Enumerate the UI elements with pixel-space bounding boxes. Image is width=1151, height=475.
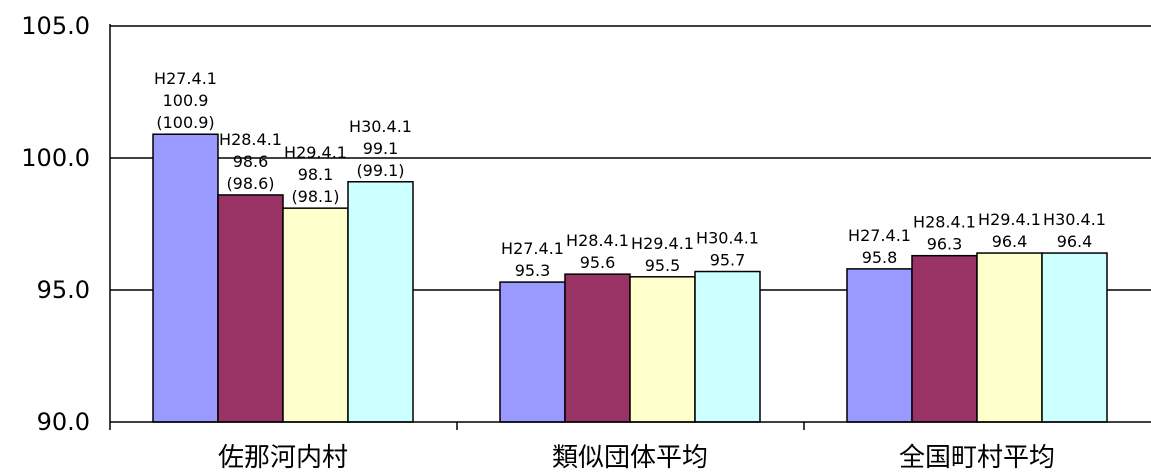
data-label-value: 95.5 [645,256,681,275]
data-label-date: H28.4.1 [566,231,629,250]
data-label-value: 95.7 [710,251,746,270]
data-label-date: H30.4.1 [1043,210,1106,229]
category-label: 類似団体平均 [552,443,708,473]
category-label: 佐那河内村 [218,443,348,473]
data-label-date: H27.4.1 [154,69,217,88]
data-label-value: 96.3 [927,235,963,254]
data-labels: H27.4.1 100.9 (100.9) H28.4.1 98.6 (98.6) H29.… [154,69,1106,280]
data-label-value: 98.6 [233,152,269,171]
bar [152,133,219,423]
data-label-paren: (100.9) [156,113,214,132]
data-label-paren: (98.1) [291,187,339,206]
data-label-value: 98.1 [298,165,334,184]
data-label-date: H28.4.1 [913,213,976,232]
data-label-date: H29.4.1 [284,143,347,162]
data-label-value: 95.6 [580,253,616,272]
bar [846,268,913,423]
data-label-date: H30.4.1 [349,117,412,136]
category-labels: 佐那河内村 類似団体平均 全国町村平均 [218,443,1055,473]
y-tick-label: 105.0 [21,12,90,40]
data-label-value: 95.3 [515,261,551,280]
bar [911,254,978,423]
bar [564,273,631,423]
category-label: 全国町村平均 [899,443,1055,473]
bar [629,276,696,423]
data-label-date: H29.4.1 [631,234,694,253]
bar [976,252,1043,423]
data-label-paren: (98.6) [226,174,274,193]
data-label-value: 99.1 [363,139,399,158]
y-tick-label: 100.0 [21,144,90,172]
data-label-date: H30.4.1 [696,229,759,248]
bar [282,207,349,423]
data-label-paren: (99.1) [356,161,404,180]
bar [347,181,414,423]
data-label-date: H28.4.1 [219,130,282,149]
axes [109,24,1151,430]
bars [152,133,1108,423]
bar [499,281,566,423]
y-tick-label: 95.0 [37,276,90,304]
data-label-date: H27.4.1 [848,226,911,245]
bar [694,270,761,423]
data-label-value: 96.4 [1057,232,1093,251]
data-label-date: H29.4.1 [978,210,1041,229]
y-axis-tick-labels: 90.0 95.0 100.0 105.0 [21,12,90,436]
bar [217,194,284,423]
data-label-date: H27.4.1 [501,239,564,258]
data-label-value: 100.9 [163,91,209,110]
data-label-value: 95.8 [862,248,898,267]
data-label-value: 96.4 [992,232,1028,251]
y-tick-label: 90.0 [37,408,90,436]
bar [1041,252,1108,423]
